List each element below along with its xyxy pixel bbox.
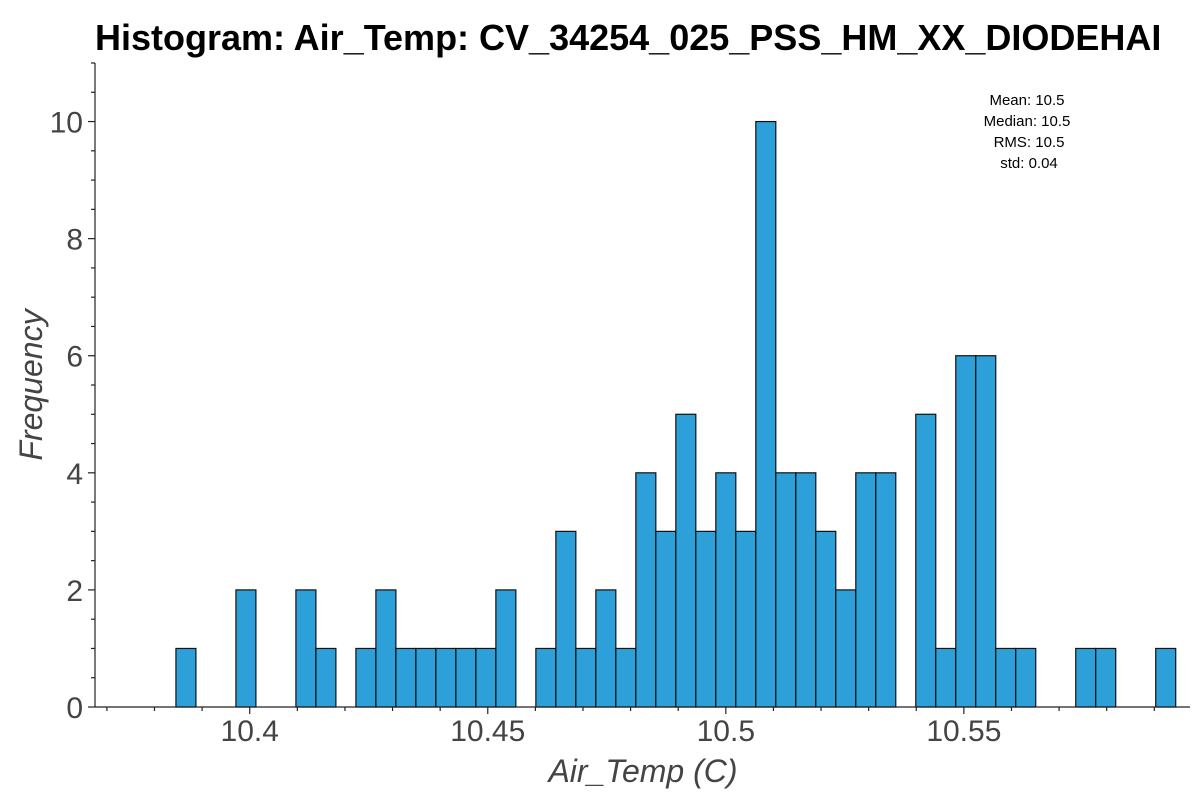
stats-median: Median: 10.5 [984,113,1071,130]
x-tick-label: 10.4 [221,715,279,748]
bar-group [175,120,1177,708]
histogram-bar [615,647,637,708]
histogram-bar [995,647,1017,708]
histogram-bar [795,472,817,708]
stats-mean: Mean: 10.5 [989,92,1064,109]
histogram-bar [975,355,997,708]
y-tick-label: 10 [50,107,83,140]
histogram-bar [735,530,757,708]
histogram-bar [475,647,497,708]
stats-rms: RMS: 10.5 [994,134,1065,151]
stats-std: std: 0.04 [1000,155,1058,172]
histogram-bar [955,355,977,708]
histogram-bar [715,472,737,708]
histogram-bar [875,472,897,708]
histogram-bar [1095,647,1117,708]
histogram-bar [435,647,457,708]
histogram-bar [1015,647,1037,708]
histogram-bar [575,647,597,708]
histogram-bar [315,647,337,708]
histogram-bar [695,530,717,708]
x-tick-label: 10.5 [697,715,755,748]
histogram-bar [375,589,397,708]
axes: 0 2 4 6 8 10 10.4 10.45 10.5 10.55 [50,62,1190,748]
histogram-bar [915,413,937,708]
histogram-bar [675,413,697,708]
chart-title: Histogram: Air_Temp: CV_34254_025_PSS_HM… [95,17,1161,58]
x-tick-label: 10.55 [926,715,1001,748]
histogram-bar [555,530,577,708]
histogram-bar [455,647,477,708]
histogram-bar [595,589,617,708]
histogram-bar [355,647,377,708]
y-tick-label: 2 [66,575,83,608]
histogram-bar [295,589,317,708]
histogram-bar [935,647,957,708]
histogram-bar [835,589,857,708]
histogram-bar [815,530,837,708]
histogram-bar [415,647,437,708]
histogram-bar [175,647,197,708]
stats-box: Mean: 10.5 Median: 10.5 RMS: 10.5 std: 0… [984,92,1071,172]
histogram-bar [395,647,417,708]
y-tick-label: 4 [66,458,83,491]
histogram-bar [1075,647,1097,708]
histogram-bar [755,120,777,708]
histogram-bar [855,472,877,708]
histogram-bar [535,647,557,708]
x-axis-label: Air_Temp (C) [546,753,737,789]
y-tick-label: 6 [66,341,83,374]
histogram-bar [235,589,257,708]
histogram-bar [1155,647,1177,708]
y-tick-label: 0 [66,692,83,725]
histogram-bar [775,472,797,708]
histogram-bar [635,472,657,708]
y-tick-label: 8 [66,224,83,257]
histogram-bar [655,530,677,708]
histogram-bar [495,589,517,708]
y-axis-label: Frequency [13,307,49,460]
x-tick-label: 10.45 [450,715,525,748]
